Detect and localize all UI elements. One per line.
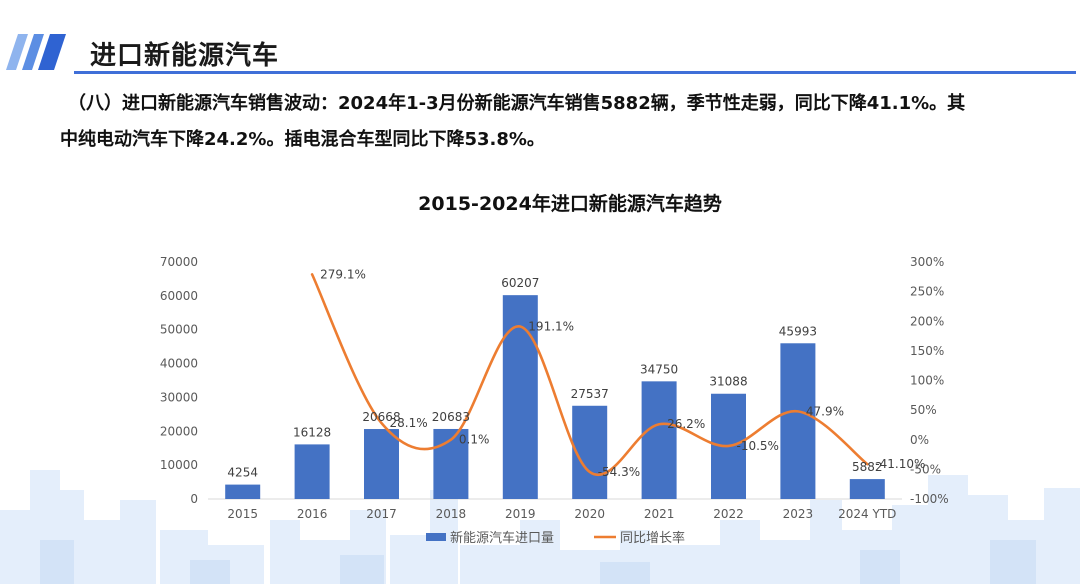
y-right-tick-label: -100% — [910, 492, 949, 506]
bar-value-label: 31088 — [709, 375, 747, 389]
bar — [225, 484, 261, 499]
y-right-tick-label: 50% — [910, 403, 937, 417]
x-tick-label: 2019 — [505, 507, 536, 521]
bar — [641, 381, 677, 499]
line-value-label: -54.3% — [598, 465, 640, 479]
bar-value-label: 20683 — [432, 410, 470, 424]
legend-bar-swatch — [426, 533, 446, 541]
x-tick-label: 2017 — [366, 507, 397, 521]
y-right-tick-label: 0% — [910, 433, 929, 447]
section-title: 进口新能源汽车 — [90, 41, 280, 71]
growth-rate-point — [449, 438, 453, 442]
bar-value-label: 34750 — [640, 362, 678, 376]
line-value-label: 279.1% — [320, 267, 366, 281]
y-right-tick-label: 150% — [910, 344, 944, 358]
line-value-label: 47.9% — [806, 404, 844, 418]
growth-rate-point — [657, 422, 661, 426]
y-left-tick-label: 20000 — [160, 424, 198, 438]
bar — [294, 444, 330, 499]
y-right-tick-label: 300% — [910, 255, 944, 269]
line-value-label: 191.1% — [528, 320, 574, 334]
line-value-label: -41.10% — [875, 457, 925, 471]
growth-rate-point — [310, 272, 314, 276]
growth-rate-point — [727, 444, 731, 448]
x-tick-label: 2022 — [713, 507, 744, 521]
y-left-tick-label: 70000 — [160, 255, 198, 269]
bar-value-label: 60207 — [501, 276, 539, 290]
line-value-label: 0.1% — [459, 433, 490, 447]
bar — [572, 405, 608, 499]
bar-value-label: 16128 — [293, 425, 331, 439]
x-tick-label: 2024 YTD — [838, 507, 896, 521]
line-value-label: 26.2% — [667, 417, 705, 431]
x-tick-label: 2015 — [227, 507, 258, 521]
section-header: 进口新能源汽车 — [0, 22, 1080, 78]
bar — [849, 479, 885, 499]
y-left-tick-label: 50000 — [160, 323, 198, 337]
description-line-2: 中纯电动汽车下降24.2%。插电混合车型同比下降53.8%。 — [60, 129, 545, 150]
bar — [780, 343, 816, 499]
legend-bar-label: 新能源汽车进口量 — [450, 530, 554, 546]
x-tick-label: 2023 — [783, 507, 814, 521]
y-left-tick-label: 10000 — [160, 458, 198, 472]
description-line-1: （八）进口新能源汽车销售波动：2024年1-3月份新能源汽车销售5882辆，季节… — [68, 93, 966, 114]
line-value-label: -10.5% — [737, 439, 779, 453]
y-left-tick-label: 60000 — [160, 289, 198, 303]
x-tick-label: 2016 — [297, 507, 328, 521]
x-tick-label: 2021 — [644, 507, 675, 521]
bar-value-label: 4254 — [227, 466, 258, 480]
y-right-tick-label: 200% — [910, 314, 944, 328]
growth-rate-point — [796, 409, 800, 413]
line-value-label: 28.1% — [390, 416, 428, 430]
y-left-tick-label: 0 — [190, 492, 198, 506]
y-left-tick-label: 40000 — [160, 357, 198, 371]
bar-value-label: 5882 — [852, 460, 883, 474]
bar — [502, 295, 538, 499]
bar-value-label: 27537 — [571, 387, 609, 401]
growth-rate-point — [518, 325, 522, 329]
y-right-tick-label: 250% — [910, 285, 944, 299]
y-left-tick-label: 30000 — [160, 390, 198, 404]
bar-value-label: 45993 — [779, 324, 817, 338]
header-underline — [74, 71, 1076, 74]
y-right-tick-label: -50% — [910, 462, 941, 476]
bar — [364, 429, 399, 499]
y-right-tick-label: 100% — [910, 374, 944, 388]
bar-value-label: 20668 — [362, 410, 400, 424]
x-tick-label: 2018 — [436, 507, 467, 521]
chart-title: 2015-2024年进口新能源汽车趋势 — [418, 193, 722, 215]
growth-rate-line — [310, 273, 869, 476]
stripes-icon — [6, 34, 66, 70]
growth-rate-point — [588, 470, 592, 474]
legend-line-label: 同比增长率 — [620, 530, 685, 546]
x-tick-label: 2020 — [574, 507, 605, 521]
description-text: （八）进口新能源汽车销售波动：2024年1-3月份新能源汽车销售5882辆，季节… — [60, 86, 1050, 158]
